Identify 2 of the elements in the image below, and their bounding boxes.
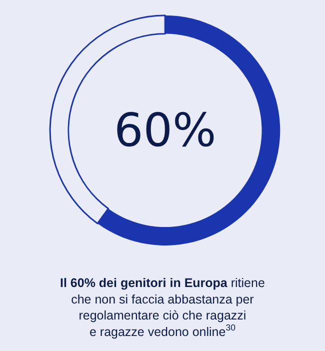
data-label: 60% <box>114 103 216 157</box>
text: Il 60% dei genitori in Europa <box>60 276 228 290</box>
